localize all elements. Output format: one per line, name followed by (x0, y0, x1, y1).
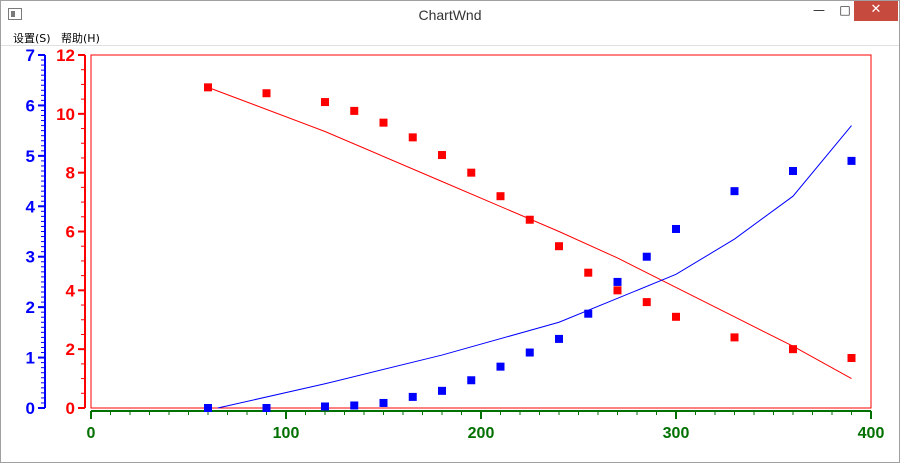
series-blue-point (642, 252, 651, 261)
series-red-point (204, 83, 212, 92)
series-blue-point (262, 404, 271, 412)
series-red-point (350, 106, 359, 115)
menu-bar: 设置(S) 帮助(H) (1, 28, 899, 46)
y-red-tick-label: 8 (66, 164, 75, 183)
y-blue-tick-label: 4 (26, 197, 36, 216)
series-red-point (613, 286, 622, 295)
series-blue-point (613, 277, 622, 286)
y-red-tick-label: 0 (66, 399, 75, 418)
menu-settings[interactable]: 设置(S) (13, 32, 51, 45)
series-red-point (642, 298, 651, 307)
series-blue-point (730, 187, 739, 196)
y-red-tick-label: 6 (66, 223, 75, 242)
series-blue-fit-line (217, 125, 852, 409)
series-red-point (555, 242, 563, 251)
series-red-point (672, 312, 680, 321)
series-red-point (496, 192, 505, 201)
minimize-button[interactable]: — (813, 3, 825, 17)
x-tick-label: 200 (468, 425, 495, 442)
series-blue-point (525, 348, 534, 357)
window-title: ChartWnd (418, 7, 482, 23)
x-tick-label: 0 (87, 425, 96, 442)
plot-frame (90, 54, 872, 409)
series-blue-point (350, 401, 359, 410)
y-red-tick-label: 2 (66, 340, 75, 359)
series-red-point (789, 345, 797, 354)
close-button[interactable]: ✕ (854, 1, 898, 21)
series-red-point (847, 353, 856, 362)
series-blue-point (204, 404, 212, 412)
series-blue-point (467, 376, 476, 385)
y-blue-tick-label: 2 (26, 298, 35, 317)
series-red-point (467, 168, 476, 177)
app-icon[interactable] (8, 8, 22, 20)
y-blue-tick-label: 6 (26, 96, 35, 115)
x-tick-label: 400 (858, 425, 885, 442)
menu-help[interactable]: 帮助(H) (61, 32, 100, 45)
series-blue-point (789, 166, 797, 175)
series-red-point (525, 215, 534, 224)
series-blue-point (321, 402, 329, 411)
series-blue-point (438, 386, 446, 395)
series-red-point (321, 98, 329, 107)
y-red-tick-label: 10 (56, 105, 75, 124)
series-blue-point (847, 156, 856, 165)
title-bar[interactable]: ChartWnd — □ ✕ (1, 1, 899, 28)
y-blue-tick-label: 7 (26, 46, 35, 65)
series-blue-point (555, 334, 563, 343)
series-red-point (262, 89, 271, 98)
x-tick-label: 100 (273, 425, 300, 442)
y-red-tick-label: 4 (66, 281, 76, 300)
series-red-point (584, 268, 593, 277)
y-blue-tick-label: 3 (26, 248, 35, 267)
series-blue-point (584, 309, 593, 318)
series-blue-point (408, 392, 417, 401)
y-blue-tick-label: 1 (26, 349, 35, 368)
series-blue-point (496, 362, 505, 371)
maximize-button[interactable]: □ (839, 3, 851, 17)
series-red-fit-line (207, 86, 852, 380)
y-blue-tick-label: 5 (26, 147, 35, 166)
series-red-point (438, 151, 446, 160)
series-red-point (408, 133, 417, 142)
series-blue-point (379, 398, 388, 407)
chart-area: 0 100 200 300 400 0 2 4 6 8 10 12 0 1 2 3 4 5 6 7 (1, 46, 899, 462)
y-red-tick-label: 12 (56, 46, 75, 65)
x-tick-label: 300 (663, 425, 690, 442)
series-red-point (730, 333, 739, 342)
y-blue-tick-label: 0 (26, 399, 35, 418)
series-blue-point (672, 224, 680, 233)
series-red-point (379, 118, 388, 127)
